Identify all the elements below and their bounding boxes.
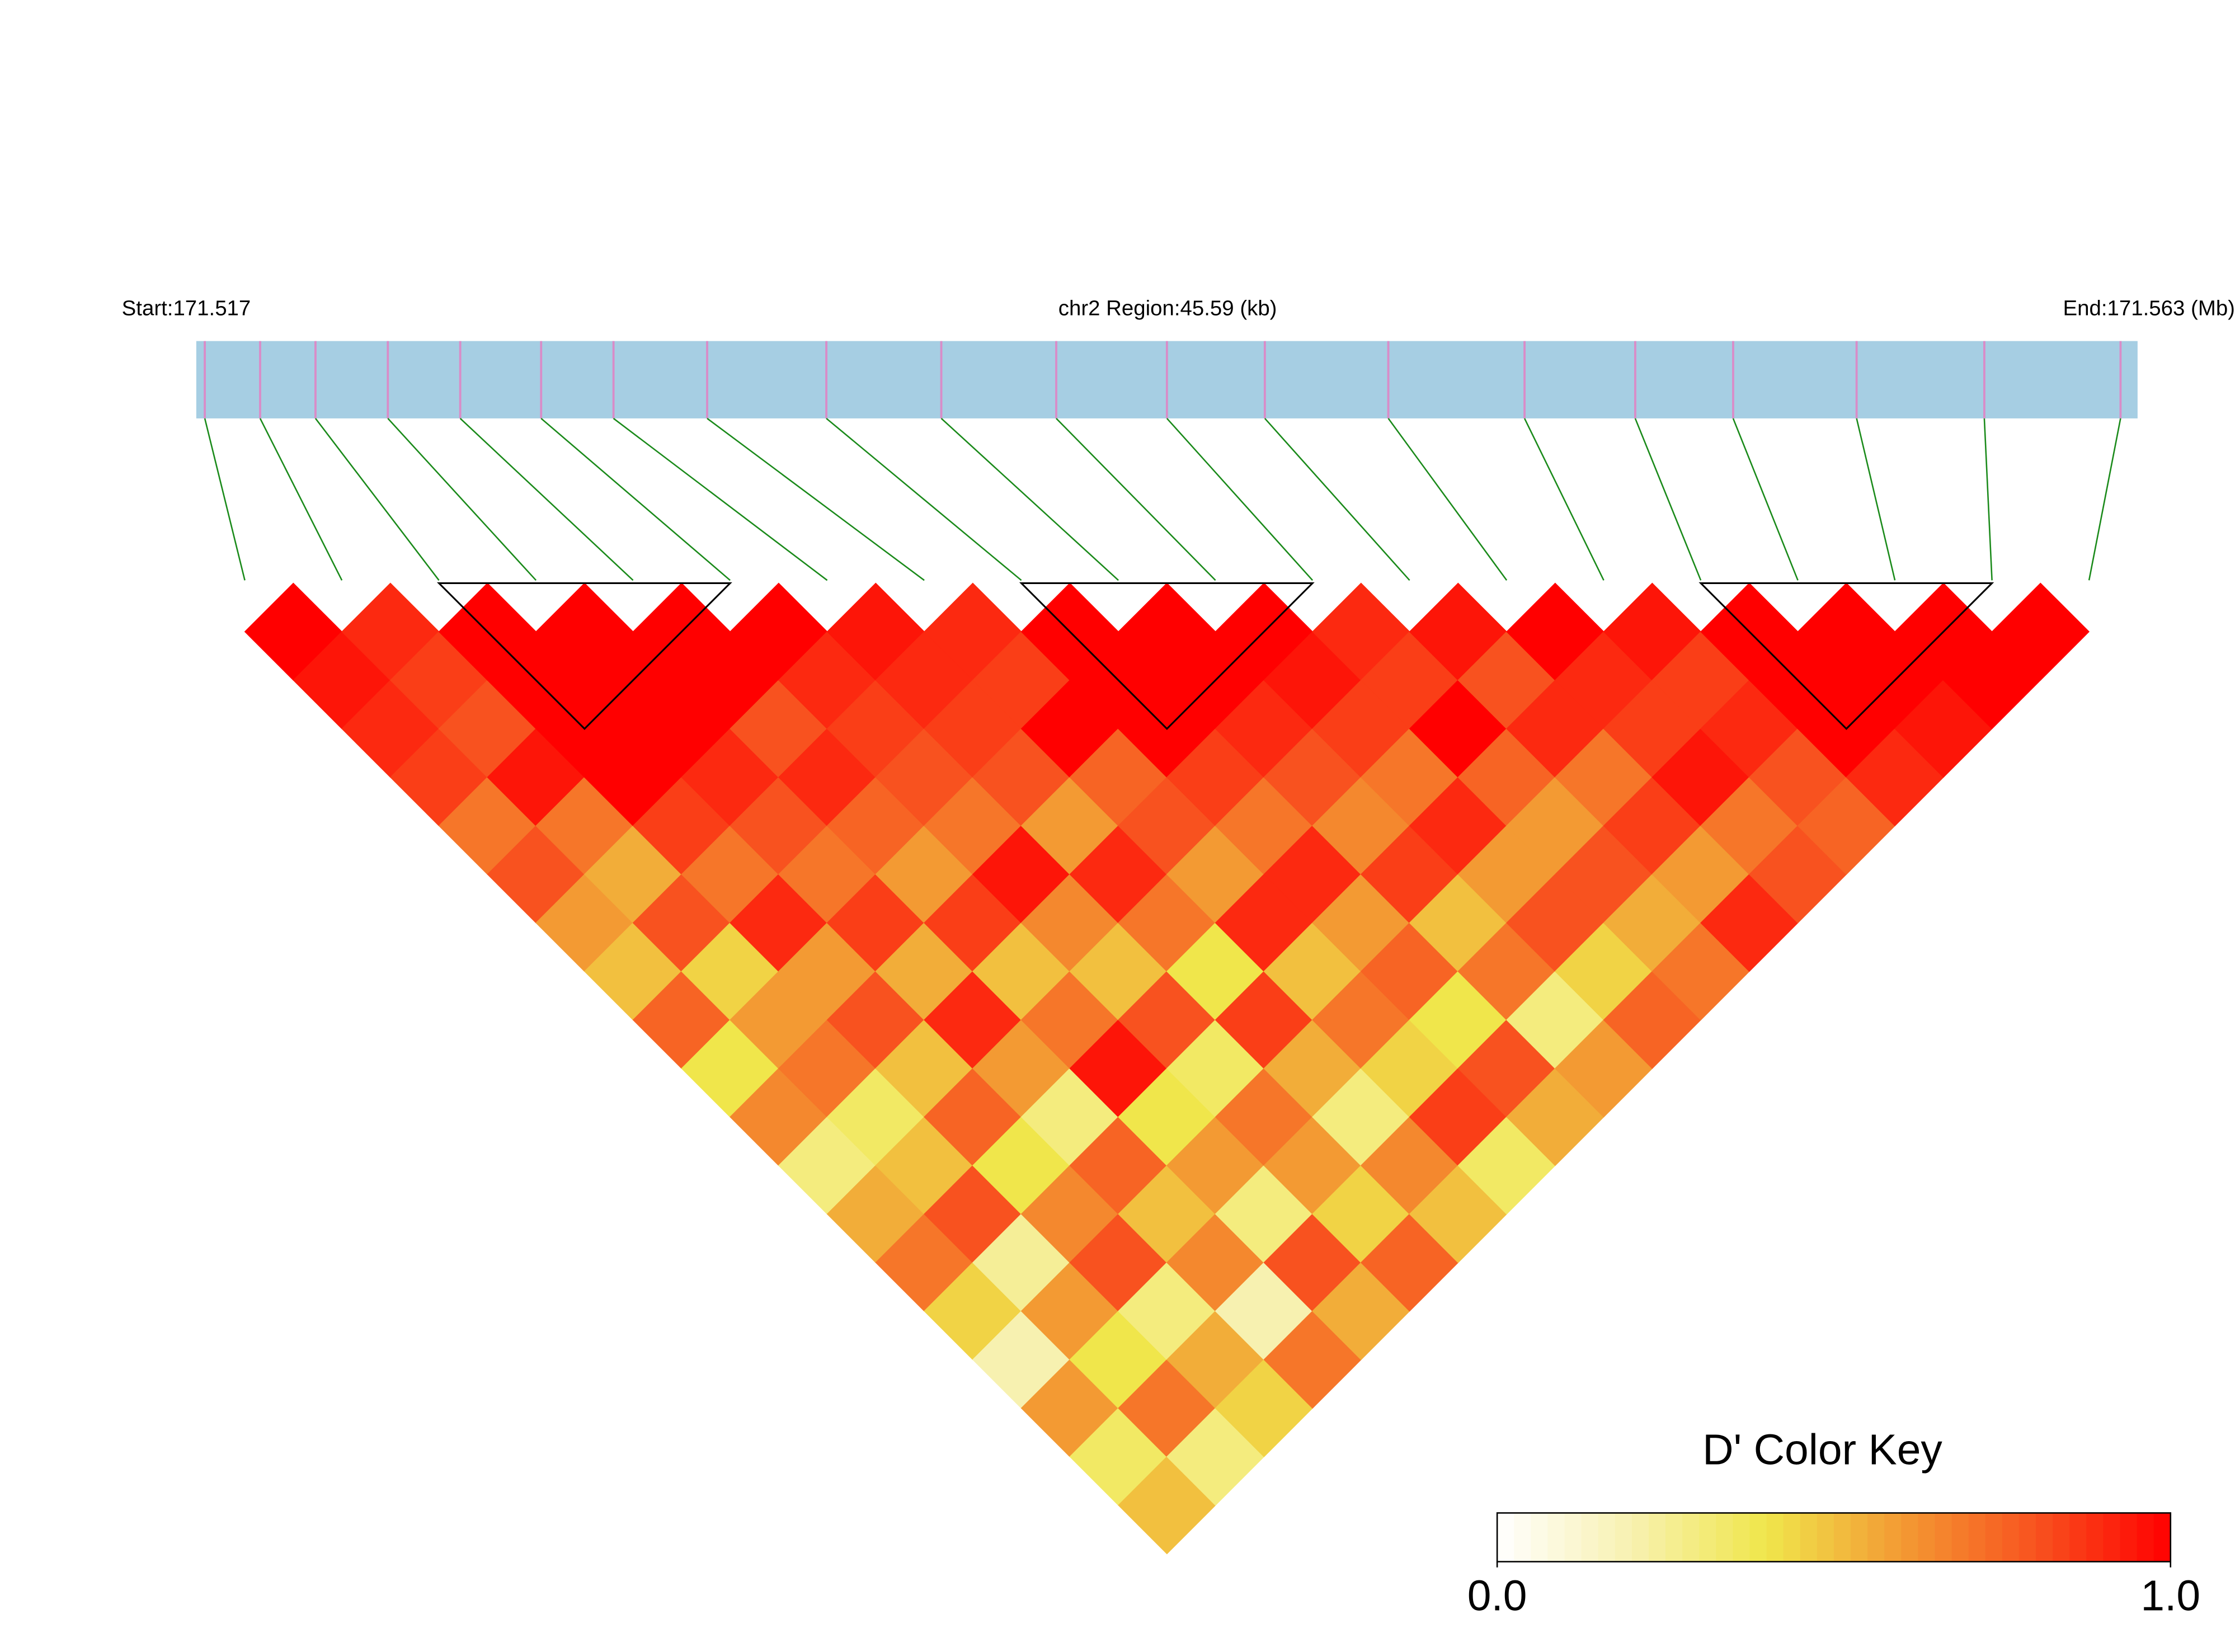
colorkey-swatch: [1851, 1513, 1869, 1562]
snp-connector: [613, 417, 828, 581]
colorkey-swatch: [1615, 1513, 1633, 1562]
colorkey-swatch: [1564, 1513, 1582, 1562]
snp-connector: [459, 417, 634, 581]
colorkey-swatch: [1547, 1513, 1565, 1562]
colorkey-swatch: [1682, 1513, 1700, 1562]
colorkey-swatch: [2069, 1513, 2087, 1562]
colorkey-swatch: [1598, 1513, 1616, 1562]
colorkey-swatch: [2153, 1513, 2172, 1562]
snp-connector: [1732, 418, 1799, 581]
snp-connector: [2088, 418, 2121, 581]
colorkey-swatch: [2018, 1513, 2037, 1562]
snp-connector: [259, 418, 343, 581]
ld-block: [436, 582, 732, 730]
snp-connector: [707, 417, 925, 581]
colorkey-swatch: [1531, 1513, 1549, 1562]
colorkey-swatch: [1884, 1513, 1902, 1562]
colorkey-swatch: [1867, 1513, 1885, 1562]
colorkey-swatch: [1935, 1513, 1952, 1562]
ld-cell: [1991, 582, 2090, 681]
colorkey-swatch: [2086, 1513, 2104, 1562]
snp-connector: [1264, 418, 1410, 581]
colorkey-swatch: [2002, 1513, 2020, 1562]
colorkey-swatch: [1918, 1513, 1936, 1562]
ld-block: [1698, 582, 1994, 730]
colorkey-swatch: [1901, 1513, 1919, 1562]
colorkey-swatch: [2103, 1513, 2121, 1562]
snp-connector: [204, 418, 246, 581]
colorkey-swatch: [1951, 1513, 1969, 1562]
colorkey-swatch: [1665, 1513, 1683, 1562]
colorkey-swatch: [1817, 1513, 1835, 1562]
snp-connector: [1056, 418, 1216, 581]
colorkey-swatch: [2036, 1513, 2054, 1562]
start-label: Start:171.517: [122, 296, 251, 321]
colorkey-title: D' Color Key: [1702, 1425, 1942, 1474]
colorkey-swatch: [1800, 1513, 1818, 1562]
snp-connector: [826, 417, 1022, 581]
colorkey-swatch: [1833, 1513, 1852, 1562]
colorkey-swatch: [1716, 1513, 1734, 1562]
snp-connector: [314, 418, 440, 581]
colorkey-swatch: [1581, 1513, 1599, 1562]
colorkey-swatch: [1985, 1513, 2003, 1562]
snp-connector: [1983, 418, 1993, 581]
colorkey-swatch: [1749, 1513, 1767, 1562]
colorkey-swatch: [1733, 1513, 1751, 1562]
colorkey-tick-label: 0.0: [1467, 1572, 1527, 1620]
colorkey-swatch: [2137, 1513, 2154, 1562]
colorkey-swatch: [1783, 1513, 1801, 1562]
colorkey-swatch: [2120, 1513, 2138, 1562]
colorkey-swatch: [1497, 1513, 1515, 1562]
snp-connector: [387, 418, 537, 581]
end-label: End:171.563 (Mb): [2063, 296, 2235, 321]
snp-connector: [1523, 418, 1605, 581]
colorkey-tick-label: 1.0: [2140, 1572, 2200, 1620]
snp-connector: [940, 417, 1119, 581]
snp-connector: [1634, 418, 1702, 581]
colorkey-frame: [1496, 1512, 2172, 1562]
colorkey-swatch: [1766, 1513, 1784, 1562]
colorkey-swatch: [2053, 1513, 2071, 1562]
colorkey-swatch: [1968, 1513, 1987, 1562]
colorkey-swatch: [1514, 1513, 1532, 1562]
snp-connector: [540, 417, 731, 581]
colorkey-swatch: [1631, 1513, 1650, 1562]
snp-connector: [1166, 418, 1314, 581]
colorkey-swatch: [1699, 1513, 1717, 1562]
ld-block: [1019, 582, 1315, 730]
snp-connector: [1856, 418, 1896, 581]
region-label: chr2 Region:45.59 (kb): [1058, 296, 1277, 321]
snp-connector: [1387, 418, 1508, 581]
colorkey-swatch: [1648, 1513, 1667, 1562]
